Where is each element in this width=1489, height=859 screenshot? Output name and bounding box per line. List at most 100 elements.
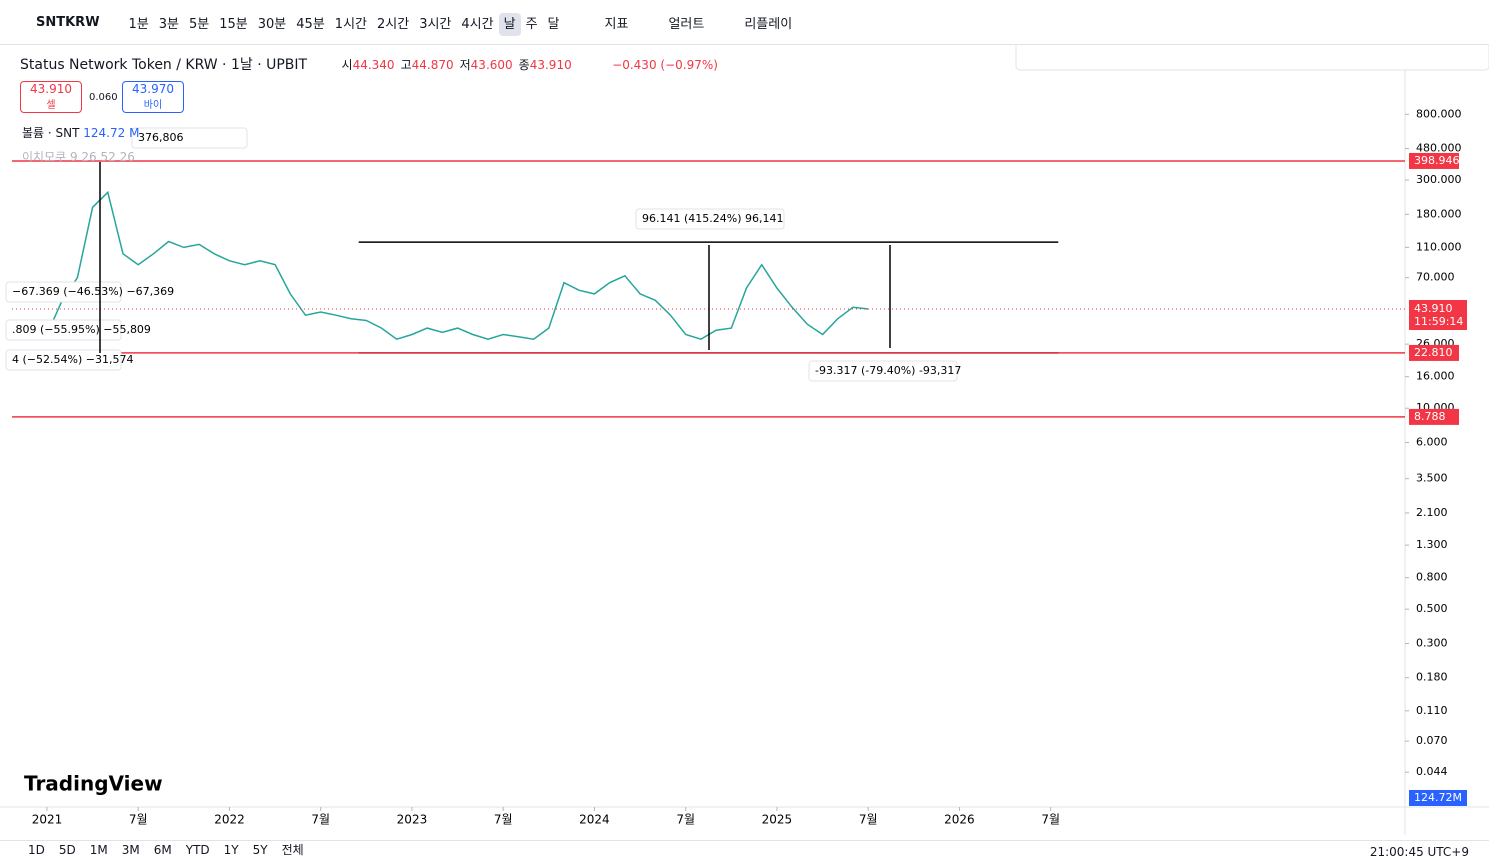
alert-button[interactable]: 얼러트 <box>668 16 705 32</box>
sell-label: 셀 <box>46 100 56 111</box>
buy-box[interactable]: 43.970 바이 <box>122 81 184 113</box>
ohlc-label: 고 <box>400 58 412 72</box>
x-tick-label: 2026 <box>944 813 975 827</box>
ohlc-label: 종 <box>518 58 530 72</box>
range-button[interactable]: YTD <box>185 843 210 857</box>
x-tick-label: 7월 <box>494 813 513 827</box>
measure-box <box>808 360 958 382</box>
spread: 0.060 <box>89 92 118 103</box>
range-button[interactable]: 3M <box>121 843 140 857</box>
volume-tag-label: 124.72M <box>1414 791 1462 804</box>
price-level-label: 8.788 <box>1414 410 1446 423</box>
price-level-label: 22.810 <box>1414 346 1453 359</box>
interval-button[interactable]: 45분 <box>296 16 325 32</box>
y-tick-label: 180.000 <box>1416 207 1462 220</box>
intervals: 1분 3분 5분 15분 30분 45분 1시간 2시간 3시간 4시간 날 주 달 <box>124 12 565 36</box>
price-level-tag <box>1409 344 1459 361</box>
ohlc-label: 시 <box>341 58 353 72</box>
symbol[interactable]: SNTKRW <box>36 14 100 30</box>
y-tick-label: 0.180 <box>1416 671 1448 684</box>
y-tick-label: 0.800 <box>1416 571 1448 584</box>
measure-label: 4 (−52.54%) −31,574 <box>12 353 133 366</box>
y-tick-label: 0.044 <box>1416 765 1448 778</box>
y-tick-label: 3.500 <box>1416 472 1448 485</box>
replay-button[interactable]: 리플레이 <box>744 16 793 32</box>
bottom-bar: 1D 5D 1M 3M 6M YTD 1Y 5Y 전체 21:00:45 UTC+9 <box>0 840 1489 859</box>
interval-button[interactable]: 날 <box>498 12 521 36</box>
y-tick-label: 2.100 <box>1416 506 1448 519</box>
range-button[interactable]: 전체 <box>281 843 304 857</box>
y-tick-label: 0.070 <box>1416 734 1448 747</box>
y-tick-label: 6.000 <box>1416 436 1448 449</box>
range-button[interactable]: 1Y <box>223 843 239 857</box>
price-level-tag <box>1409 152 1459 169</box>
measure-label: −67.369 (−46.53%) −67,369 <box>12 285 174 298</box>
interval-button[interactable]: 1분 <box>128 16 149 32</box>
x-tick-label: 2021 <box>32 813 63 827</box>
sell-price: 43.910 <box>30 82 72 96</box>
volume-tag <box>1409 790 1467 806</box>
x-tick-label: 2023 <box>397 813 428 827</box>
ohlc: 시44.340 고44.870 저43.600 종43.910 <box>342 58 578 72</box>
interval-button[interactable]: 15분 <box>219 16 248 32</box>
y-tick-label: 16.000 <box>1416 370 1455 383</box>
y-tick-label: 0.300 <box>1416 636 1448 649</box>
measure-label: -93.317 (-79.40%) -93,317 <box>815 364 961 377</box>
last-price-label: 43.910 <box>1414 302 1453 315</box>
countdown: 11:59:14 <box>1414 315 1463 328</box>
volume-value: 124.72 M <box>83 126 140 140</box>
buy-label: 바이 <box>143 100 163 111</box>
measure-box <box>635 208 785 230</box>
ichimoku-legend: 이치모쿠 9 26 52 26 <box>22 150 135 164</box>
chart: TradingView 800.000 480.000 300.000 180.000… <box>0 45 1489 840</box>
measure-box <box>5 281 122 303</box>
interval-button[interactable]: 4시간 <box>461 16 494 32</box>
y-tick-label: 110.000 <box>1416 240 1462 253</box>
buy-price: 43.970 <box>132 82 174 96</box>
interval-button[interactable]: 달 <box>547 16 560 32</box>
volume-legend: 볼륨 · SNT 124.72 M <box>22 124 139 141</box>
brand: TradingView <box>24 772 163 796</box>
y-tick-label: 70.000 <box>1416 271 1455 284</box>
measure-box <box>5 319 122 341</box>
x-tick-label: 7월 <box>859 813 878 827</box>
ohlc-value: 44.870 <box>411 58 454 72</box>
x-tick-label: 7월 <box>129 813 148 827</box>
y-tick-label: 300.000 <box>1416 173 1462 186</box>
ohlc-value: 44.340 <box>352 58 395 72</box>
measure-box <box>131 127 248 149</box>
measure-label: .809 (−55.95%) −55,809 <box>12 323 151 336</box>
interval-button[interactable]: 3시간 <box>419 16 452 32</box>
drawing-toolbar[interactable] <box>1015 45 1489 71</box>
measure-box <box>5 349 122 371</box>
sell-box[interactable]: 43.910 셀 <box>20 81 82 113</box>
ohlc-value: 43.600 <box>470 58 513 72</box>
range-button[interactable]: 1D <box>28 843 45 857</box>
ohlc-label: 저 <box>459 58 471 72</box>
indicators-button[interactable]: 지표 <box>604 16 629 32</box>
interval-button[interactable]: 주 <box>525 16 538 32</box>
interval-button[interactable]: 1시간 <box>334 16 367 32</box>
interval-button[interactable]: 5분 <box>189 16 210 32</box>
price-level-tag <box>1409 408 1459 425</box>
range-button[interactable]: 1M <box>89 843 108 857</box>
interval-button[interactable]: 3분 <box>158 16 180 32</box>
x-tick-label: 2022 <box>214 813 245 827</box>
ohlc-value: 43.910 <box>529 58 572 72</box>
range-button[interactable]: 5Y <box>252 843 268 857</box>
interval-button[interactable]: 30분 <box>257 16 287 32</box>
last-price-tag <box>1409 299 1467 330</box>
y-tick-label: 1.300 <box>1416 538 1448 551</box>
y-tick-label: 0.110 <box>1416 704 1448 717</box>
range-button[interactable]: 5D <box>58 843 76 857</box>
x-tick-label: 7월 <box>1041 813 1060 827</box>
x-tick-label: 2024 <box>579 813 610 827</box>
x-tick-label: 2025 <box>762 813 793 827</box>
y-tick-label: 480.000 <box>1416 142 1462 155</box>
interval-button[interactable]: 2시간 <box>377 16 410 32</box>
y-tick-label: 800.000 <box>1416 107 1462 120</box>
measure-label: 96.141 (415.24%) 96,141 <box>642 212 784 225</box>
x-tick-label: 7월 <box>311 813 330 827</box>
y-tick-label: 0.500 <box>1416 602 1448 615</box>
range-button[interactable]: 6M <box>153 843 172 857</box>
